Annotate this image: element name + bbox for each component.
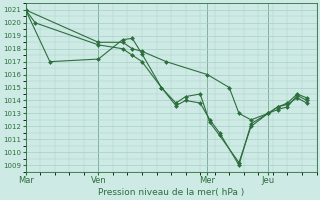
X-axis label: Pression niveau de la mer( hPa ): Pression niveau de la mer( hPa ): [98, 188, 244, 197]
